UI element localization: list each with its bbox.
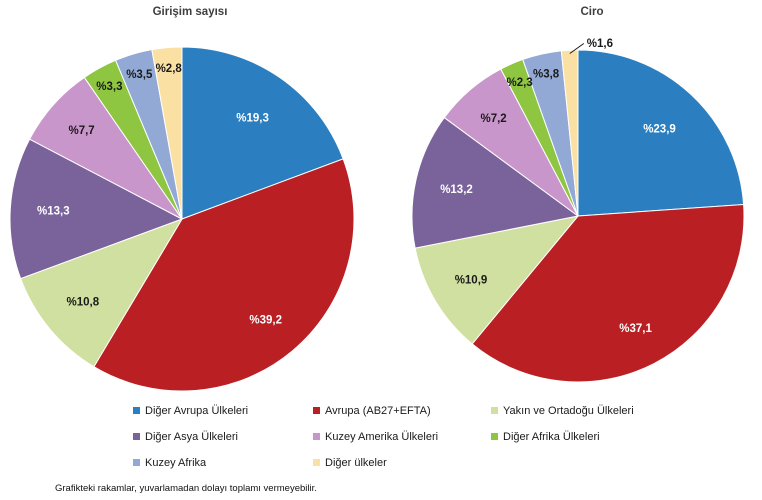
legend-swatch-icon [133,459,140,466]
legend-label: Diğer Afrika Ülkeleri [503,430,600,443]
pie-slice-yakin-ve-ortadogu-ulkeleri [414,215,580,345]
pie-chart-girisim-sayisi: %19,3 %39,2 %10,8 %13,3 %7,7 %3,3 %3,5 %2,8 [9,46,355,392]
pie-slice-yakin-ve-ortadogu-ulkeleri [20,218,184,368]
legend-item-kuzey-afrika: Kuzey Afrika [133,456,313,469]
legend-item-diger-ulkeler: Diğer ülkeler [313,456,491,469]
legend-item-avrupa-ab27-efta: Avrupa (AB27+EFTA) [313,404,491,417]
legend-item-diger-afrika-ulkeleri: Diğer Afrika Ülkeleri [491,430,741,443]
pie-slice-diger-avrupa-ulkeleri [577,49,745,217]
pie-slice-avrupa-ab27-efta [93,158,355,392]
legend-swatch-icon [133,407,140,414]
pie-slice-diger-avrupa-ulkeleri [181,46,344,220]
legend-swatch-icon [133,433,140,440]
leader-line [569,43,585,54]
value-label-yakin-ve-ortadogu-ulkeleri: %10,9 [455,275,488,287]
pie-slice-diger-asya-ulkeleri [9,138,184,280]
legend-item-diger-avrupa-ulkeleri: Diğer Avrupa Ülkeleri [133,404,313,417]
value-label-avrupa-ab27-efta: %39,2 [249,314,282,326]
legend-label: Diğer Asya Ülkeleri [145,430,238,443]
value-label-yakin-ve-ortadogu-ulkeleri: %10,8 [66,297,99,309]
value-label-kuzey-afrika: %3,8 [533,68,560,80]
legend-label: Yakın ve Ortadoğu Ülkeleri [503,404,634,417]
legend: Diğer Avrupa Ülkeleri Avrupa (AB27+EFTA)… [133,404,741,469]
legend-label: Kuzey Afrika [145,456,207,469]
value-label-avrupa-ab27-efta: %37,1 [619,323,652,335]
legend-swatch-icon [313,459,320,466]
chart-title-girisim-sayisi: Girişim sayısı [152,6,228,18]
legend-swatch-icon [313,433,320,440]
chart-title-ciro: Ciro [580,6,604,18]
legend-swatch-icon [313,407,320,414]
value-label-kuzey-afrika: %3,5 [126,69,153,81]
pie-slice-diger-ulkeler [560,49,579,217]
value-label-kuzey-amerika-ulkeleri: %7,7 [68,125,94,137]
value-label-kuzey-amerika-ulkeleri: %7,2 [480,113,506,125]
value-label-diger-asya-ulkeleri: %13,3 [37,206,70,218]
value-label-diger-afrika-ulkeleri: %3,3 [96,81,122,93]
legend-item-kuzey-amerika-ulkeleri: Kuzey Amerika Ülkeleri [313,430,491,443]
value-label-diger-ulkeler: %1,6 [587,38,613,50]
value-label-diger-avrupa-ulkeleri: %23,9 [643,124,676,136]
value-label-diger-asya-ulkeleri: %13,2 [440,184,473,196]
legend-label: Kuzey Amerika Ülkeleri [325,430,439,443]
footnote-rounding-disclaimer: Grafikteki rakamlar, yuvarlamadan dolayı… [55,483,317,494]
legend-item-yakin-ve-ortadogu-ulkeleri: Yakın ve Ortadoğu Ülkeleri [491,404,741,417]
legend-swatch-icon [491,433,498,440]
pie-slice-diger-asya-ulkeleri [411,116,580,249]
legend-item-diger-asya-ulkeleri: Diğer Asya Ülkeleri [133,430,313,443]
pie-slice-avrupa-ab27-efta [471,204,745,383]
value-label-diger-avrupa-ulkeleri: %19,3 [236,112,269,124]
legend-label: Avrupa (AB27+EFTA) [325,404,431,417]
legend-label: Diğer Avrupa Ülkeleri [145,404,249,417]
legend-swatch-icon [491,407,498,414]
legend-label: Diğer ülkeler [325,456,387,469]
value-label-diger-afrika-ulkeleri: %2,3 [506,77,532,89]
value-label-diger-ulkeler: %2,8 [156,63,183,75]
pie-chart-ciro: %23,9 %37,1 %10,9 %13,2 %7,2 %2,3%3,8 %1,6 [411,38,745,383]
pie-slice-diger-ulkeler [151,46,183,220]
